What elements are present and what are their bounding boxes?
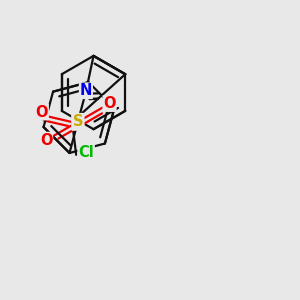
Text: N: N bbox=[80, 83, 92, 98]
Text: O: O bbox=[40, 133, 52, 148]
Text: S: S bbox=[73, 114, 83, 129]
Text: Cl: Cl bbox=[78, 145, 94, 160]
Text: O: O bbox=[103, 96, 116, 111]
Text: O: O bbox=[35, 105, 48, 120]
